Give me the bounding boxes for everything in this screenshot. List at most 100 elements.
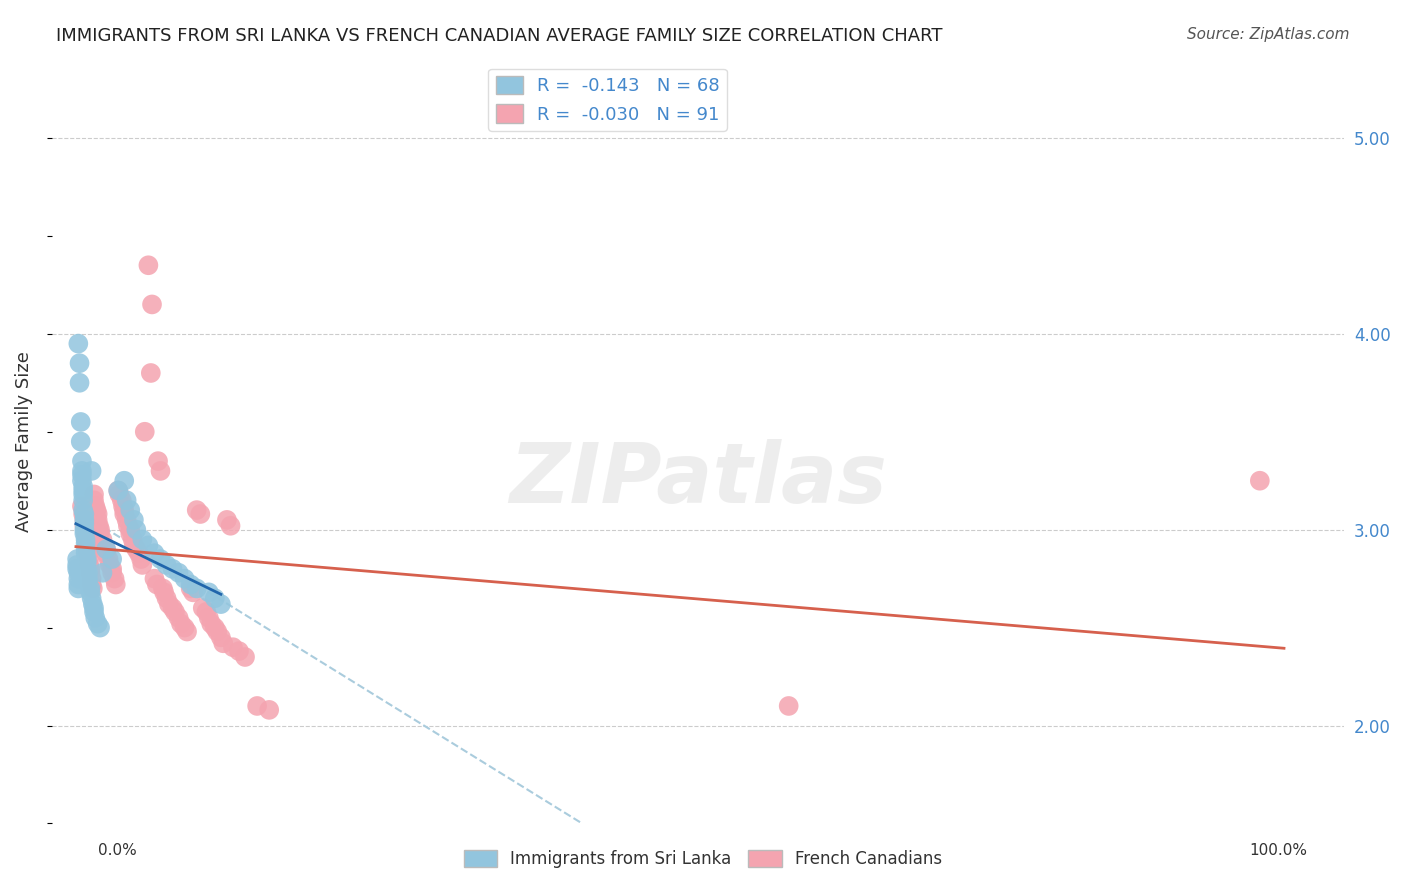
Point bbox=[107, 483, 129, 498]
Point bbox=[101, 566, 124, 580]
Point bbox=[77, 572, 100, 586]
Point bbox=[115, 513, 138, 527]
Point bbox=[138, 258, 160, 272]
Point bbox=[198, 611, 221, 625]
Point bbox=[86, 503, 108, 517]
Point bbox=[91, 566, 114, 580]
Point bbox=[80, 591, 103, 606]
Point bbox=[162, 562, 184, 576]
Point bbox=[91, 533, 114, 547]
Point bbox=[120, 526, 142, 541]
Point bbox=[72, 507, 94, 521]
Point bbox=[112, 503, 135, 517]
Point bbox=[75, 536, 97, 550]
Point bbox=[125, 523, 148, 537]
Point bbox=[67, 577, 90, 591]
Point bbox=[155, 591, 177, 606]
Point bbox=[83, 605, 105, 619]
Point bbox=[167, 566, 190, 580]
Point bbox=[180, 582, 202, 596]
Point bbox=[76, 538, 98, 552]
Point bbox=[209, 631, 232, 645]
Text: 100.0%: 100.0% bbox=[1250, 843, 1308, 858]
Point bbox=[180, 577, 202, 591]
Point bbox=[73, 507, 96, 521]
Point bbox=[191, 601, 214, 615]
Point bbox=[80, 577, 103, 591]
Point bbox=[143, 546, 166, 560]
Point bbox=[112, 507, 135, 521]
Point bbox=[170, 616, 193, 631]
Point bbox=[76, 562, 98, 576]
Point bbox=[72, 493, 94, 508]
Point bbox=[131, 533, 153, 547]
Point bbox=[1249, 474, 1271, 488]
Point bbox=[167, 611, 190, 625]
Legend: Immigrants from Sri Lanka, French Canadians: Immigrants from Sri Lanka, French Canadi… bbox=[457, 843, 949, 875]
Point bbox=[86, 513, 108, 527]
Point bbox=[173, 621, 195, 635]
Point bbox=[86, 507, 108, 521]
Point bbox=[75, 546, 97, 560]
Point bbox=[233, 650, 256, 665]
Point bbox=[149, 552, 172, 566]
Text: Source: ZipAtlas.com: Source: ZipAtlas.com bbox=[1187, 27, 1350, 42]
Point bbox=[79, 566, 101, 580]
Point bbox=[75, 533, 97, 547]
Point bbox=[173, 572, 195, 586]
Point bbox=[73, 513, 96, 527]
Point bbox=[139, 366, 162, 380]
Point bbox=[176, 624, 198, 639]
Point bbox=[101, 552, 124, 566]
Point bbox=[149, 464, 172, 478]
Point bbox=[77, 575, 100, 590]
Text: ZIPatlas: ZIPatlas bbox=[509, 439, 887, 520]
Point bbox=[257, 703, 280, 717]
Point bbox=[77, 566, 100, 580]
Point bbox=[70, 499, 93, 513]
Point bbox=[122, 538, 145, 552]
Point bbox=[73, 518, 96, 533]
Point bbox=[112, 474, 135, 488]
Point bbox=[91, 538, 114, 552]
Point bbox=[101, 562, 124, 576]
Point bbox=[94, 546, 117, 560]
Legend: R =  -0.143   N = 68, R =  -0.030   N = 91: R = -0.143 N = 68, R = -0.030 N = 91 bbox=[488, 69, 727, 131]
Point bbox=[219, 518, 242, 533]
Point bbox=[84, 611, 107, 625]
Point bbox=[121, 533, 143, 547]
Point bbox=[107, 483, 129, 498]
Point bbox=[76, 533, 98, 547]
Point bbox=[212, 636, 235, 650]
Point bbox=[70, 454, 93, 468]
Point bbox=[70, 474, 93, 488]
Point bbox=[69, 356, 91, 370]
Point bbox=[143, 572, 166, 586]
Point bbox=[73, 513, 96, 527]
Point bbox=[80, 464, 103, 478]
Point bbox=[115, 493, 138, 508]
Point bbox=[82, 597, 104, 611]
Point bbox=[73, 516, 96, 531]
Point bbox=[200, 616, 222, 631]
Text: 0.0%: 0.0% bbox=[98, 843, 138, 858]
Point bbox=[76, 556, 98, 570]
Point bbox=[195, 605, 218, 619]
Point bbox=[108, 487, 131, 501]
Point bbox=[153, 585, 176, 599]
Point bbox=[188, 507, 211, 521]
Point bbox=[73, 523, 96, 537]
Point bbox=[89, 526, 111, 541]
Point bbox=[67, 572, 90, 586]
Point bbox=[76, 552, 98, 566]
Point bbox=[146, 577, 169, 591]
Point bbox=[97, 552, 120, 566]
Text: IMMIGRANTS FROM SRI LANKA VS FRENCH CANADIAN AVERAGE FAMILY SIZE CORRELATION CHA: IMMIGRANTS FROM SRI LANKA VS FRENCH CANA… bbox=[56, 27, 943, 45]
Point bbox=[89, 621, 111, 635]
Point bbox=[75, 542, 97, 557]
Point bbox=[67, 336, 90, 351]
Point bbox=[129, 552, 152, 566]
Point bbox=[69, 376, 91, 390]
Point bbox=[72, 483, 94, 498]
Point bbox=[79, 585, 101, 599]
